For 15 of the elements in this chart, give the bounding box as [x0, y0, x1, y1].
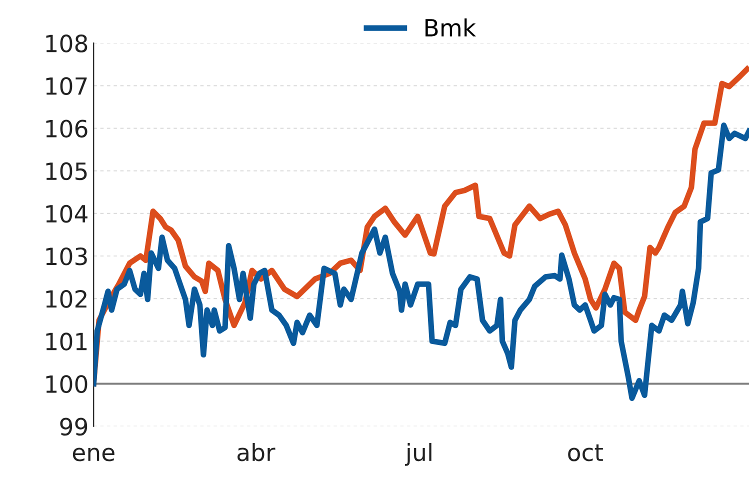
x-tick-label: abr: [238, 442, 276, 462]
legend-label: Bmk: [426, 18, 476, 36]
y-tick-label: 102: [46, 290, 86, 308]
y-tick-label: 108: [46, 34, 88, 52]
y-tick-label: 105: [46, 162, 87, 180]
y-tick-label: 104: [46, 204, 88, 223]
y-tick-label: 101: [46, 332, 87, 350]
y-tick-label: 100: [46, 375, 88, 394]
y-tick-label: 106: [46, 120, 88, 138]
y-tick-label: 99: [60, 418, 88, 436]
y-tick-label: 103: [46, 247, 87, 266]
y-tick-label: 107: [46, 77, 87, 95]
x-tick-label: jul: [405, 442, 432, 466]
x-tick-label: oct: [568, 444, 603, 462]
x-tick-label: ene: [72, 448, 114, 462]
